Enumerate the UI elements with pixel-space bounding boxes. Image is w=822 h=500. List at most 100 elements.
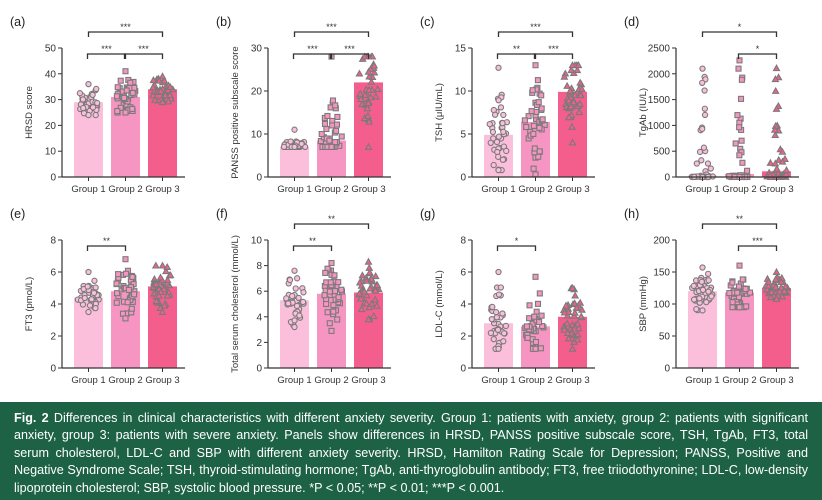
data-point (90, 289, 98, 297)
y-tick-label: 20 (251, 87, 263, 98)
data-point (774, 155, 783, 163)
data-point (158, 307, 167, 315)
data-point (771, 282, 780, 290)
significance-label: *** (307, 44, 318, 54)
data-point (499, 156, 507, 163)
data-point (530, 130, 537, 137)
data-point (371, 286, 380, 294)
data-point (493, 138, 501, 146)
data-point (771, 75, 780, 83)
data-point (335, 294, 342, 301)
data-point (152, 280, 161, 288)
y-tick-label: 40 (45, 69, 57, 80)
data-point (734, 112, 741, 119)
data-point (488, 315, 496, 323)
data-point (117, 77, 124, 84)
data-point (698, 157, 705, 164)
data-point (324, 112, 331, 120)
data-point (707, 165, 714, 172)
data-point (113, 280, 120, 287)
x-tick-label: Group 3 (351, 184, 385, 195)
data-point (365, 72, 374, 80)
data-point (131, 291, 138, 298)
data-point (734, 289, 741, 296)
data-point (158, 261, 167, 269)
y-tick-label: 8 (256, 261, 262, 272)
data-point (128, 305, 135, 312)
data-point (357, 305, 366, 313)
data-point (705, 288, 712, 295)
data-point (293, 275, 301, 282)
data-point (86, 302, 94, 309)
data-point (563, 328, 572, 336)
data-point (532, 338, 540, 346)
data-point (364, 315, 373, 323)
x-tick-label: Group 2 (518, 184, 552, 195)
data-point (704, 160, 712, 167)
data-point (88, 296, 95, 303)
y-tick-label: 6 (256, 287, 262, 298)
data-point (771, 86, 780, 94)
x-tick-label: Group 3 (759, 375, 793, 386)
data-point (489, 303, 496, 311)
data-point (743, 303, 750, 310)
data-point (698, 79, 706, 87)
data-point (560, 308, 569, 316)
data-point (701, 87, 708, 94)
y-axis-label: LDL-C (mmol/L) (434, 270, 445, 338)
data-point (539, 322, 546, 330)
data-point (699, 286, 707, 294)
data-point (578, 305, 586, 313)
data-point (495, 345, 502, 352)
data-point (566, 86, 575, 94)
data-point (129, 273, 136, 281)
data-point (329, 97, 337, 104)
data-point (538, 105, 545, 112)
data-point (326, 137, 333, 144)
data-point (154, 291, 163, 299)
y-tick-label: 200 (653, 236, 670, 247)
x-tick-label: Group 3 (351, 375, 385, 386)
y-tick-label: 4 (460, 300, 466, 311)
x-tick-label: Group 2 (108, 184, 142, 195)
data-point (563, 81, 572, 89)
data-point (160, 285, 169, 293)
data-point (568, 138, 577, 146)
significance-bracket (496, 53, 537, 59)
data-point (503, 147, 510, 155)
x-tick-label: Group 3 (555, 375, 589, 386)
y-tick-label: 8 (50, 236, 56, 247)
y-tick-label: 10 (45, 147, 57, 158)
significance-bracket (533, 53, 574, 59)
data-point (85, 308, 92, 316)
y-tick-label: 2500 (648, 44, 671, 55)
data-point (523, 323, 530, 330)
data-point (495, 133, 503, 140)
data-point (364, 257, 373, 265)
y-axis-label: PANSS positive subscale score (230, 46, 241, 178)
data-point (704, 270, 712, 277)
data-point (291, 143, 298, 151)
data-point (781, 282, 790, 290)
data-point (573, 66, 582, 74)
data-point (526, 315, 533, 322)
data-point (296, 312, 303, 319)
x-tick-label: Group 1 (481, 375, 515, 386)
data-point (564, 96, 573, 104)
data-point (362, 299, 371, 307)
data-point (127, 79, 134, 86)
data-point (364, 142, 373, 150)
panel-f: (f) Total serum cholesterol (mmol/L) 0 2 4 6 8… (216, 207, 391, 386)
data-point (291, 267, 298, 274)
data-point (93, 85, 100, 93)
data-point (530, 165, 537, 172)
panel-label: (d) (624, 15, 639, 29)
data-point (117, 104, 124, 111)
data-point (490, 335, 497, 343)
data-point (574, 61, 583, 69)
data-point (693, 160, 700, 167)
data-point (287, 138, 294, 145)
data-point (333, 127, 340, 134)
data-point (125, 286, 132, 293)
data-point (157, 87, 165, 95)
